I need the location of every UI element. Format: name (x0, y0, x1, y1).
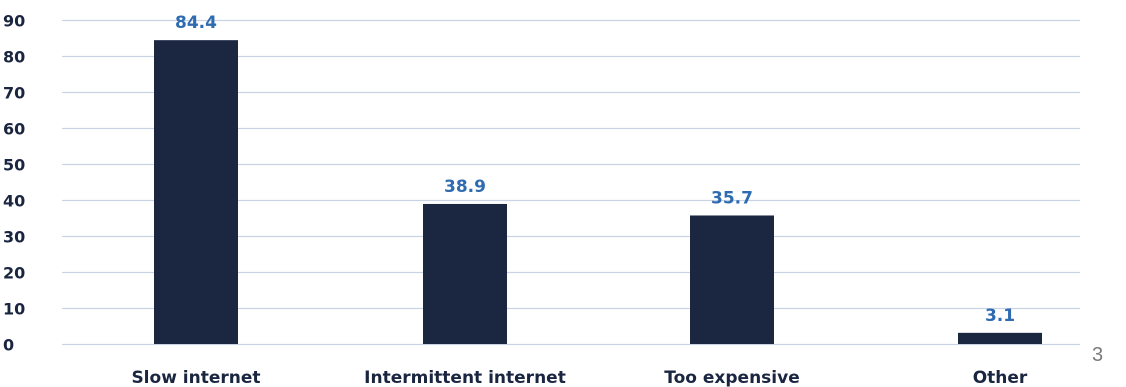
y-tick-label-20: 20 (3, 264, 25, 283)
data-label-intermittent-internet: 38.9 (444, 177, 486, 197)
y-axis-tick-labels: 0 10 20 30 40 50 60 70 80 90 (3, 12, 25, 355)
bar-too-expensive (690, 215, 774, 344)
y-tick-label-60: 60 (3, 120, 25, 139)
y-tick-label-80: 80 (3, 48, 25, 67)
page-number: 3 (1092, 344, 1104, 366)
y-tick-label-10: 10 (3, 300, 25, 319)
bar-slow-internet (154, 40, 238, 344)
bars (154, 40, 1042, 344)
x-axis-category-labels: Slow internet Intermittent internet Too ex… (131, 368, 1027, 387)
y-tick-label-70: 70 (3, 84, 25, 103)
category-label-other: Other (973, 368, 1028, 387)
data-label-slow-internet: 84.4 (175, 13, 217, 33)
y-tick-label-90: 90 (3, 12, 25, 31)
y-tick-label-40: 40 (3, 192, 25, 211)
y-tick-label-30: 30 (3, 228, 25, 247)
data-labels: 84.4 38.9 35.7 3.1 (175, 13, 1015, 326)
y-tick-label-0: 0 (3, 336, 14, 355)
category-label-slow-internet: Slow internet (131, 368, 260, 387)
y-tick-label-50: 50 (3, 156, 25, 175)
category-label-too-expensive: Too expensive (664, 368, 799, 387)
bar-other (958, 332, 1042, 344)
data-label-too-expensive: 35.7 (711, 188, 753, 208)
data-label-other: 3.1 (985, 306, 1015, 326)
bar-intermittent-internet (423, 203, 507, 344)
category-label-intermittent-internet: Intermittent internet (364, 368, 566, 387)
